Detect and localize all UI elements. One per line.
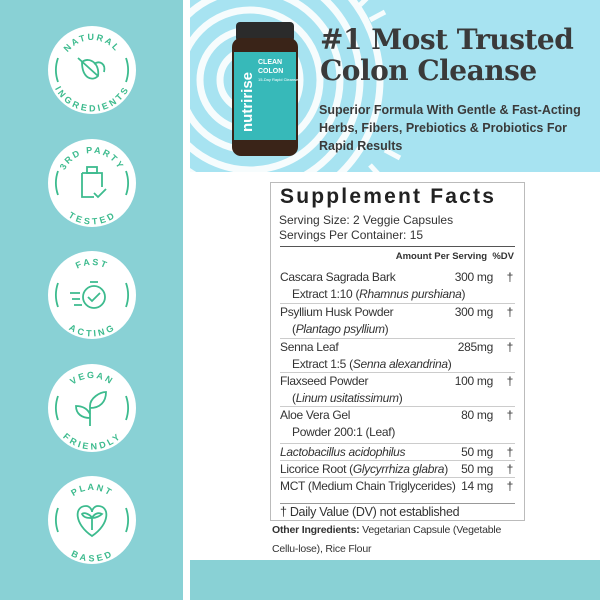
divider <box>280 443 515 444</box>
servings-per-container: Servings Per Container: 15 <box>279 228 424 242</box>
facts-title: Supplement Facts <box>280 185 497 208</box>
amount: 300 mg <box>454 270 494 284</box>
dv: † <box>506 340 514 354</box>
brand-logo: nutririse <box>239 72 256 132</box>
serving-size: Serving Size: 2 Veggie Capsules <box>279 213 454 227</box>
badge-column: NATURAL INGREDIENTS 3RD PARTY TESTED FAS… <box>0 0 183 600</box>
column-headers: Amount Per Serving %DV <box>395 251 514 262</box>
sprout-icon <box>75 391 107 426</box>
dv: † <box>506 445 514 459</box>
dv: † <box>506 479 514 493</box>
divider <box>280 406 515 407</box>
divider <box>280 372 515 373</box>
badge-plant: PLANT BASED <box>47 475 137 565</box>
amount: 14 mg <box>461 479 493 493</box>
divider <box>280 460 515 461</box>
badge-bottom-text: BASED <box>70 548 114 563</box>
divider <box>280 303 515 304</box>
amount: 100 mg <box>454 374 494 388</box>
dv: † <box>506 374 514 388</box>
dv: † <box>506 305 514 319</box>
ingredient-row: Senna Leaf Extract 1:5 (Senna alexandrina… <box>280 340 514 371</box>
divider <box>280 503 515 504</box>
leaf-icon <box>77 57 106 80</box>
hero-banner: nutririse CLEAN COLON 15-Day Rapid Clean… <box>190 0 600 172</box>
supplement-facts-panel: Supplement Facts Serving Size: 2 Veggie … <box>270 182 525 521</box>
badge-natural: NATURAL INGREDIENTS <box>47 25 137 115</box>
dv: † <box>506 462 514 476</box>
ingredient-row: MCT (Medium Chain Triglycerides) 14 mg † <box>280 479 514 493</box>
amount: 80 mg <box>461 408 493 422</box>
badge-fast: FAST ACTING <box>47 250 137 340</box>
divider <box>280 338 515 339</box>
ingredient-row: Psyllium Husk Powder (Plantago psyllium) 3… <box>280 305 514 336</box>
amount: 50 mg <box>461 445 493 459</box>
divider <box>280 477 515 478</box>
dv: † <box>506 408 514 422</box>
amount: 300 mg <box>454 305 494 319</box>
badge-vegan: VEGAN FRIENDLY <box>47 363 137 453</box>
badge-circle <box>48 251 136 339</box>
ingredient-row: Flaxseed Powder (Linum usitatissimum) 100 … <box>280 374 514 405</box>
product-subtitle: 15-Day Rapid Cleanse <box>258 77 299 82</box>
amount: 285mg <box>457 340 494 354</box>
dv: † <box>506 270 514 284</box>
bottom-band <box>190 560 600 600</box>
amount: 50 mg <box>461 462 493 476</box>
heart-sprout-icon <box>76 505 108 538</box>
bottle-check-icon <box>81 166 107 199</box>
badge-circle <box>48 139 136 227</box>
stopwatch-icon <box>70 281 106 309</box>
ingredient-row: Lactobacillus acidophilus 50 mg † <box>280 445 514 459</box>
page-title: #1 Most Trusted Colon Cleanse <box>320 23 574 87</box>
ingredient-row: Licorice Root (Glycyrrhiza glabra) 50 mg † <box>280 462 514 476</box>
subtitle: Superior Formula With Gentle & Fast-Acti… <box>319 103 581 153</box>
footnote: † Daily Value (DV) not established <box>280 505 460 519</box>
product-name-2: COLON <box>258 68 283 75</box>
ingredient-row: Cascara Sagrada Bark Extract 1:10 (Rhamnu… <box>280 270 514 301</box>
ingredient-row: Aloe Vera Gel Powder 200:1 (Leaf) 80 mg † <box>280 408 514 439</box>
product-bottle: nutririse CLEAN COLON 15-Day Rapid Clean… <box>232 22 299 156</box>
product-name: CLEAN <box>258 59 282 66</box>
other-ingredients: Other Ingredients: Vegetarian Capsule (V… <box>272 524 502 555</box>
divider <box>280 246 515 247</box>
badge-3rd-party: 3RD PARTY TESTED <box>47 138 137 228</box>
